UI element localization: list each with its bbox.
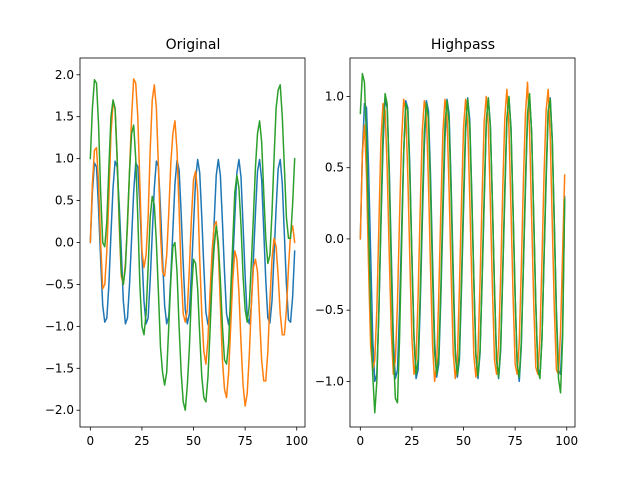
y-tick-label-original: 0.0 (55, 236, 74, 250)
x-tick-label-original: 25 (134, 434, 149, 448)
y-tick-label-highpass: −0.5 (315, 303, 344, 317)
axes-title-original: Original (166, 37, 221, 53)
x-tick-label-highpass: 100 (555, 434, 578, 448)
y-tick-label-highpass: −1.0 (315, 374, 344, 388)
y-ticks-highpass: −1.0 −0.5 0.0 0.5 1.0 (315, 89, 350, 388)
y-tick-label-original: −0.5 (45, 277, 74, 291)
x-tick-label-original: 50 (186, 434, 201, 448)
axes-frame-highpass (349, 57, 576, 428)
axes-frame-original (79, 57, 306, 428)
x-tick-label-highpass: 0 (357, 434, 365, 448)
x-ticks-original: 0 25 50 75 100 (87, 427, 308, 448)
y-tick-label-highpass: 0.5 (325, 161, 344, 175)
line-original-series-1 (89, 158, 296, 326)
y-tick-label-highpass: 0.0 (325, 232, 344, 246)
series-layer-original (89, 78, 296, 411)
line-original-series-3 (89, 79, 296, 411)
x-tick-label-original: 0 (87, 434, 95, 448)
y-tick-label-original: −1.5 (45, 361, 74, 375)
y-tick-label-highpass: 1.0 (325, 89, 344, 103)
y-tick-label-original: −1.0 (45, 319, 74, 333)
x-tick-label-highpass: 75 (507, 434, 522, 448)
x-tick-label-highpass: 25 (404, 434, 419, 448)
x-ticks-highpass: 0 25 50 75 100 (357, 427, 578, 448)
series-layer-highpass (359, 72, 566, 414)
x-tick-label-original: 75 (237, 434, 252, 448)
axes-title-highpass: Highpass (431, 37, 495, 53)
x-tick-label-original: 100 (285, 434, 308, 448)
x-tick-label-highpass: 50 (456, 434, 471, 448)
y-tick-label-original: −2.0 (45, 403, 74, 417)
axes-original: Original −2.0 −1.5 −1.0 −0.5 0.0 0.5 1.0 1.5 2.0… (45, 37, 308, 448)
y-ticks-original: −2.0 −1.5 −1.0 −0.5 0.0 0.5 1.0 1.5 2.0 (45, 68, 80, 417)
line-highpass-series-3 (359, 72, 566, 414)
y-tick-label-original: 2.0 (55, 68, 74, 82)
axes-highpass: Highpass −1.0 −0.5 0.0 0.5 1.0 0 25 50 75 100 (315, 37, 578, 448)
y-tick-label-original: 1.0 (55, 152, 74, 166)
y-tick-label-original: 1.5 (55, 110, 74, 124)
y-tick-label-original: 0.5 (55, 194, 74, 208)
